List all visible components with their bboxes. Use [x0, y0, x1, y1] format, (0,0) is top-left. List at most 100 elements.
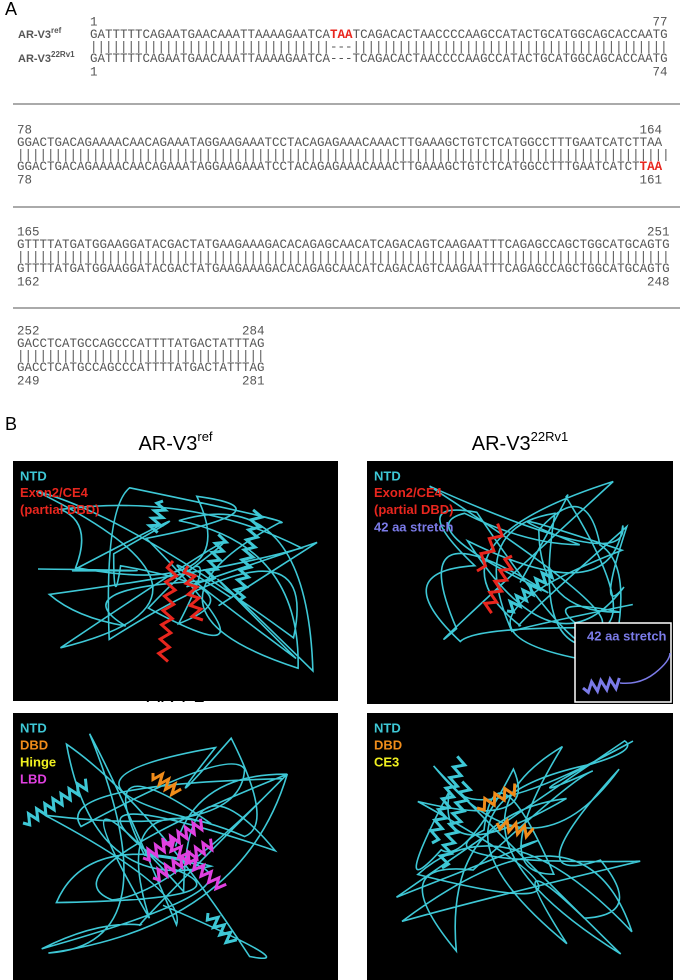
- sequence-segment: GGACTGACAGAAAACAACAGAAATAGGAAGAAATCCTACA…: [17, 136, 663, 150]
- structure-title: AR-V7: [491, 685, 550, 707]
- position-number: 78: [17, 123, 32, 137]
- position-number: 164: [639, 123, 662, 137]
- helix: [506, 566, 555, 614]
- structure: [396, 739, 641, 955]
- backbone: [41, 733, 289, 960]
- position-number: 251: [647, 225, 670, 239]
- position-number: 165: [17, 225, 40, 239]
- legend-line: Exon2/CE4: [374, 485, 443, 500]
- legend-entry: Hinge: [20, 754, 56, 769]
- helix: [205, 912, 238, 945]
- match-line: ||||||||||||||||||||||||||||||||||||||||…: [17, 148, 670, 162]
- structure: [22, 733, 289, 960]
- sequence-label: AR-V322Rv1: [18, 50, 75, 65]
- sequence-segment: TAA: [330, 28, 353, 42]
- match-line: |||||||||||||||||||||||||||||||||: [17, 349, 265, 363]
- sequence-segment: TAA: [640, 160, 663, 174]
- helix: [203, 533, 230, 583]
- structure: [425, 480, 652, 670]
- sequence-top: GGACTGACAGAAAACAACAGAAATAGGAAGAAATCCTACA…: [17, 136, 663, 150]
- sequence-segment: GTTTTATGATGGAAGGATACGACTATGAAGAAAGACACAG…: [17, 262, 670, 276]
- inset-coil: [619, 652, 671, 685]
- legend-entry: 42 aa stretch: [374, 519, 454, 534]
- legend-entry: NTD: [374, 468, 401, 483]
- title-main: AR-V3: [472, 433, 531, 455]
- sequence-label: AR-V3ref: [18, 26, 62, 41]
- label-sup: ref: [51, 26, 62, 35]
- position-number: 161: [639, 173, 662, 187]
- legend-entry: DBD: [20, 737, 48, 752]
- position-number: 284: [242, 324, 265, 338]
- backbone: [425, 480, 652, 670]
- position-number: 252: [17, 324, 40, 338]
- title-main: AR-V3: [138, 433, 197, 455]
- title-main: AR-V7: [491, 685, 550, 707]
- helix: [482, 554, 515, 614]
- position-number: 1: [90, 65, 98, 79]
- match-line: ||||||||||||||||||||||||||||||||||||||||…: [17, 250, 670, 264]
- legend-line: (partial DBD): [374, 502, 453, 517]
- legend-entry: NTD: [20, 720, 47, 735]
- legend-entry: LBD: [20, 771, 47, 786]
- inset-structure: [582, 652, 671, 695]
- helix: [151, 770, 182, 798]
- title-sup: 22Rv1: [531, 429, 569, 444]
- sequence-segment: GTTTTATGATGGAAGGATACGACTATGAAGAAAGACACAG…: [17, 238, 670, 252]
- position-number: 248: [647, 275, 670, 289]
- position-number: 249: [17, 374, 40, 388]
- helix: [142, 818, 204, 863]
- inset-panel: [574, 622, 672, 703]
- position-number: 1: [90, 15, 98, 29]
- sequence-bottom: GACCTCATGCCAGCCCATTTTATGACTATTTAG: [17, 361, 265, 375]
- helix: [476, 523, 505, 573]
- sequence-segment: TCAGACACTAACCCCAAGCCATACTGCATGGCAGCACCAA…: [353, 28, 668, 42]
- structure-title: AR-FL: [147, 685, 205, 707]
- backbone: [396, 739, 641, 955]
- helix: [428, 755, 468, 845]
- structure: [35, 486, 318, 673]
- sequence-segment: GACCTCATGCCAGCCCATTTTATGACTATTTAG: [17, 361, 265, 375]
- structure-title: AR-V322Rv1: [472, 429, 568, 455]
- label-main: AR-V3: [18, 53, 51, 65]
- position-number: 162: [17, 275, 40, 289]
- sequence-top: GACCTCATGCCAGCCCATTTTATGACTATTTAG: [17, 337, 265, 351]
- sequence-top: GTTTTATGATGGAAGGATACGACTATGAAGAAAGACACAG…: [17, 238, 670, 252]
- sequence-segment: GATTTTTCAGAATGAACAAATTAAAAGAATCA: [90, 28, 331, 42]
- structure-title: AR-V3ref: [138, 429, 212, 455]
- label-main: AR-V3: [18, 29, 51, 41]
- sequence-bottom: GATTTTTCAGAATGAACAAATTAAAAGAATCA---TCAGA…: [90, 52, 668, 66]
- sequence-segment: GACCTCATGCCAGCCCATTTTATGACTATTTAG: [17, 337, 265, 351]
- position-number: 77: [652, 15, 667, 29]
- backbone: [35, 486, 318, 673]
- title-sup: ref: [197, 429, 213, 444]
- legend-entry: Exon2/CE4 (partial DBD): [374, 485, 453, 517]
- helix: [145, 499, 170, 534]
- sequence-segment: GATTTTTCAGAATGAACAAATTAAAAGAATCA---TCAGA…: [90, 52, 668, 66]
- position-number: 74: [652, 65, 667, 79]
- legend-line: Exon2/CE4: [20, 485, 89, 500]
- helix: [22, 778, 89, 827]
- label-sup: 22Rv1: [51, 50, 75, 59]
- sequence-bottom: GGACTGACAGAAAACAACAGAAATAGGAAGAAATCCTACA…: [17, 160, 663, 174]
- helix: [161, 837, 227, 892]
- panel-label: A: [5, 0, 17, 19]
- sequence-bottom: GTTTTATGATGGAAGGATACGACTATGAAGAAAGACACAG…: [17, 262, 670, 276]
- panel-label: B: [5, 414, 17, 434]
- sequence-segment: GGACTGACAGAAAACAACAGAAATAGGAAGAAATCCTACA…: [17, 160, 640, 174]
- sequence-top: GATTTTTCAGAATGAACAAATTAAAAGAATCATAATCAGA…: [90, 28, 668, 42]
- match-line: ||||||||||||||||||||||||||||||||---|||||…: [90, 40, 668, 54]
- helix: [156, 560, 180, 663]
- helix: [232, 508, 266, 603]
- position-number: 281: [242, 374, 265, 388]
- legend-entry: NTD: [374, 720, 401, 735]
- legend-entry: NTD: [20, 468, 47, 483]
- helix: [181, 565, 204, 622]
- helix: [495, 817, 535, 841]
- title-main: AR-FL: [147, 685, 205, 707]
- helix: [582, 675, 621, 695]
- legend-line: (partial DBD): [20, 502, 99, 517]
- position-number: 78: [17, 173, 32, 187]
- legend-entry: Exon2/CE4 (partial DBD): [20, 485, 99, 517]
- helix: [437, 780, 474, 870]
